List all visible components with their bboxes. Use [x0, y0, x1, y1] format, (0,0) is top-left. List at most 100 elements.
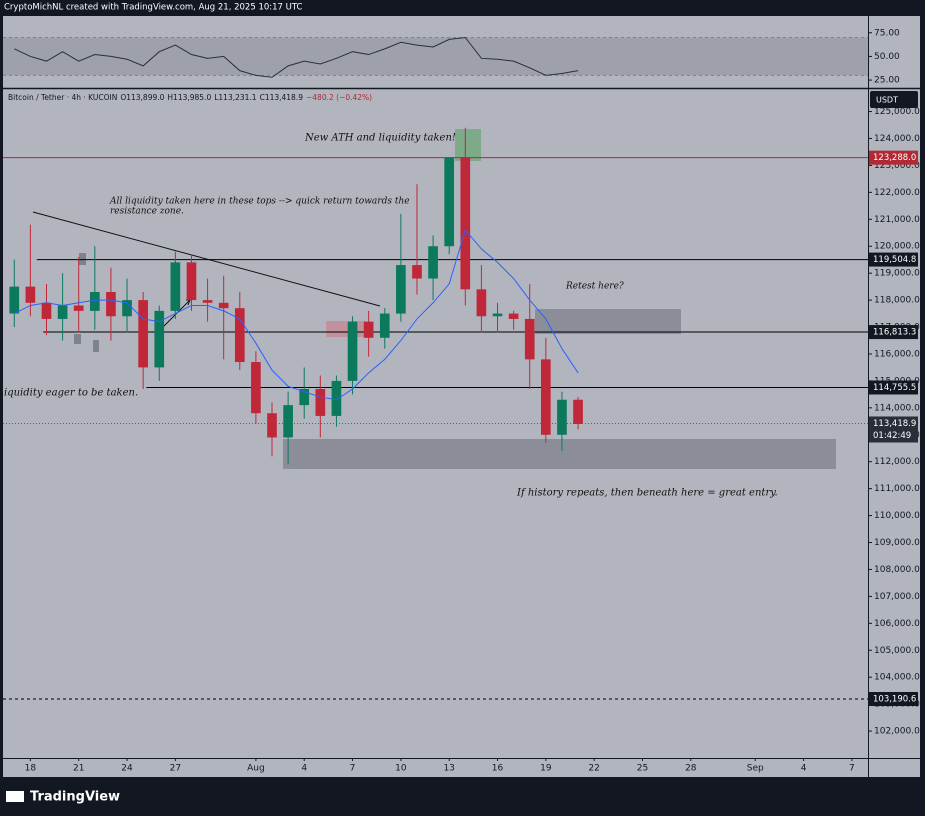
annotation: resistance zone.	[110, 207, 184, 217]
currency: USDT	[876, 96, 898, 105]
y-tick-label: 114,000.0	[874, 403, 920, 413]
rsi-tick-label: 75.00	[874, 28, 900, 38]
rsi-band	[3, 37, 868, 76]
info-item: O113,899.0	[120, 93, 164, 102]
candle-body	[460, 157, 471, 290]
y-tick-label: 112,000.0	[874, 457, 920, 467]
price-label: 113,418.9	[873, 419, 916, 429]
x-tick-label: 13	[443, 764, 454, 774]
y-tick-label: 120,000.0	[874, 242, 920, 252]
price-label-bg	[869, 325, 918, 340]
price-label-bg	[869, 252, 918, 267]
liquidity-box	[326, 321, 365, 337]
y-tick-label: 106,000.0	[874, 619, 920, 629]
price-label-bg	[869, 380, 918, 395]
y-tick-label: 122,000.0	[874, 188, 920, 198]
y-tick-label: 102,000.0	[874, 727, 920, 737]
candle-body	[267, 413, 277, 438]
x-tick-label: 4	[801, 764, 807, 774]
candle-body	[218, 302, 229, 309]
drawings	[32, 129, 836, 469]
x-tick-label: 10	[395, 764, 407, 774]
currency-badge	[870, 91, 918, 108]
y-tick-label: 119,000.0	[874, 269, 920, 279]
brand: TradingView	[30, 790, 120, 805]
candle-body	[541, 359, 551, 435]
x-tick-label: Aug	[247, 764, 265, 774]
x-tick-label: 4	[301, 764, 307, 774]
candle-body	[154, 310, 165, 368]
price-label-bg	[869, 691, 918, 706]
price-label: 119,504.8	[873, 255, 916, 265]
candle-body	[508, 313, 519, 319]
candle-body	[315, 388, 326, 416]
annotation: Retest here?	[565, 282, 624, 292]
brand-logo	[6, 791, 24, 802]
y-tick-label: 121,000.0	[874, 215, 920, 225]
x-tick-label: 16	[492, 764, 504, 774]
y-tick-label: 125,000.0	[874, 107, 920, 117]
x-tick-label: 25	[637, 764, 648, 774]
x-tick-label: 18	[25, 764, 37, 774]
price-label-bg	[869, 416, 918, 443]
candle-body	[573, 399, 583, 424]
candle-body	[412, 265, 422, 279]
liquidity-box	[93, 340, 99, 352]
y-tick-label: 111,000.0	[874, 484, 920, 494]
annotation: If history repeats, then beneath here = …	[516, 488, 778, 499]
info-item: −480.2 (−0.42%)	[306, 93, 372, 102]
rsi-line	[14, 36, 579, 78]
candle-body	[251, 362, 261, 414]
retest-zone	[535, 309, 681, 334]
demand-zone	[283, 439, 836, 469]
info-item: Bitcoin / Tether · 4h · KUCOIN	[8, 93, 117, 102]
y-tick-label: 110,000.0	[874, 511, 920, 521]
x-tick-label: 7	[350, 764, 356, 774]
annotation: iquidity eager to be taken.	[4, 388, 138, 399]
annotation: New ATH and liquidity taken!	[304, 133, 456, 144]
candle-body	[492, 313, 503, 317]
candle-body	[347, 321, 358, 381]
ema-line	[14, 229, 579, 401]
y-tick-label: 107,000.0	[874, 592, 920, 602]
annotation: All liquidity taken here in these tops -…	[109, 197, 410, 207]
header-text: CryptoMichNL created with TradingView.co…	[4, 3, 303, 13]
x-tick-label: 22	[588, 764, 599, 774]
rsi-tick-label: 50.00	[874, 52, 900, 62]
price-label: 103,190.6	[873, 694, 916, 704]
ath-box	[455, 129, 481, 161]
candle-body	[89, 292, 100, 311]
candle-body	[379, 313, 390, 338]
candle-body	[138, 300, 148, 368]
trendline	[32, 211, 381, 307]
x-tick-label: 27	[170, 764, 181, 774]
x-tick-label: 21	[73, 764, 84, 774]
y-tick-label: 118,000.0	[874, 296, 920, 306]
x-tick-label: 28	[685, 764, 697, 774]
info-item: C113,418.9	[260, 93, 304, 102]
y-tick-label: 124,000.0	[874, 134, 920, 144]
candle-body	[122, 300, 132, 317]
candle-body	[170, 262, 181, 311]
info-item: H113,985.0	[167, 93, 211, 102]
price-label: 116,813.3	[873, 328, 916, 338]
y-tick-label: 109,000.0	[874, 538, 920, 548]
price-label-bg	[869, 150, 918, 165]
y-tick-label: 105,000.0	[874, 646, 920, 656]
candle-body	[331, 380, 342, 416]
x-tick-label: Sep	[747, 764, 764, 774]
candle-body	[363, 321, 374, 338]
candle-body	[41, 302, 52, 319]
y-tick-label: 108,000.0	[874, 565, 920, 575]
candle-body	[299, 388, 310, 406]
liquidity-box	[79, 253, 86, 265]
candle-body	[557, 399, 567, 435]
candle-body	[396, 265, 406, 314]
candle-body	[25, 286, 36, 303]
x-tick-label: 7	[849, 764, 855, 774]
candle-body	[186, 262, 197, 301]
symbol-info: Bitcoin / Tether · 4h · KUCOIN O113,899.0…	[8, 93, 372, 102]
candle-body	[234, 308, 245, 363]
